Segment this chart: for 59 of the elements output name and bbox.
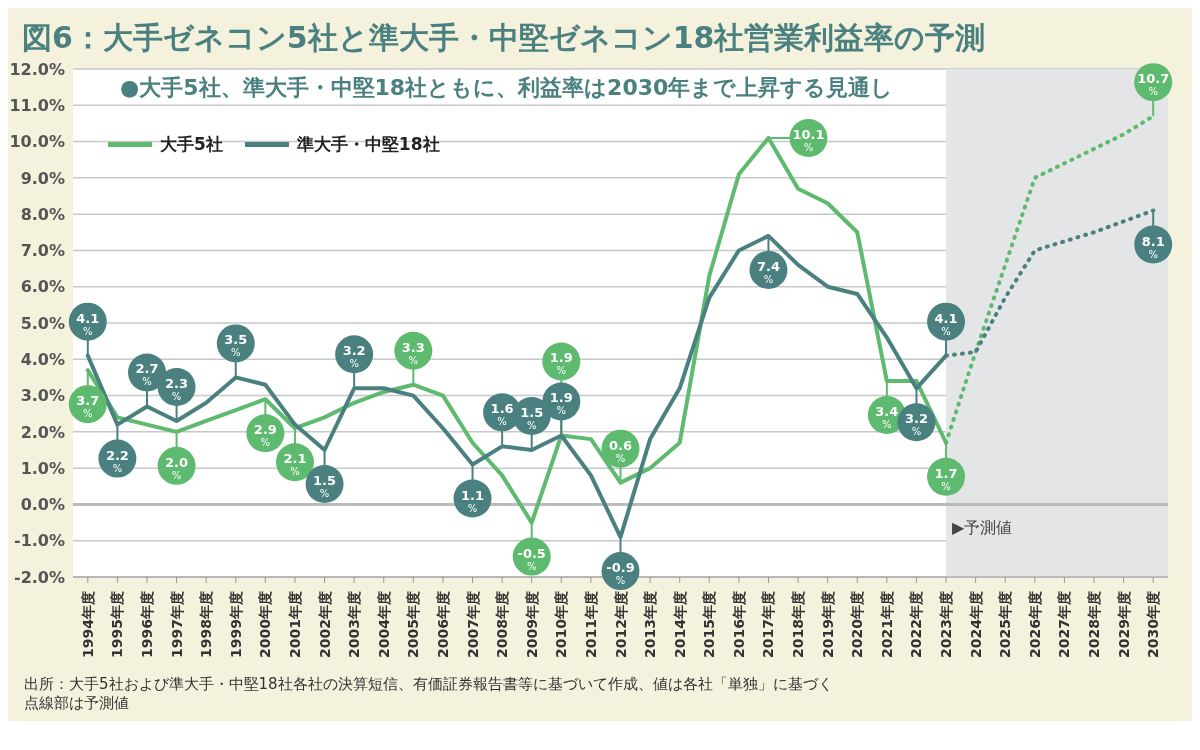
x-tick-label: 2004年度 (375, 591, 392, 658)
text: 点線部は予測値 (24, 694, 130, 713)
chart-title: 図6：大手ゼネコン5社と準大手・中堅ゼネコン18社営業利益率の予測 (22, 20, 986, 55)
x-tick-label: 2026年度 (1026, 591, 1043, 658)
y-tick-label: 10.0% (9, 132, 65, 152)
y-tick-label: 4.0% (20, 349, 65, 369)
x-tick-label: 2005年度 (405, 591, 422, 658)
y-tick-label: 9.0% (20, 168, 65, 188)
legend-label: 準大手・中堅18社 (296, 133, 440, 156)
x-tick-label: 2017年度 (760, 591, 777, 658)
x-tick-label: 1999年度 (227, 591, 244, 658)
x-tick-label: 2010年度 (553, 591, 570, 658)
x-tick-label: 1995年度 (109, 591, 126, 658)
y-tick-label: 11.0% (9, 95, 65, 115)
x-tick-label: 2020年度 (849, 591, 866, 658)
x-tick-label: 2019年度 (819, 591, 836, 658)
y-tick-label: 2.0% (20, 422, 65, 442)
x-tick-label: 2030年度 (1145, 591, 1162, 658)
y-tick-label: 6.0% (20, 277, 65, 297)
x-tick-label: 2023年度 (938, 591, 955, 658)
x-tick-label: 1998年度 (198, 591, 215, 658)
x-tick-label: 2029年度 (1115, 591, 1132, 658)
x-tick-label: 2025年度 (997, 591, 1014, 658)
x-tick-label: 2006年度 (434, 591, 451, 658)
x-tick-label: 1996年度 (138, 591, 155, 658)
x-tick-label: 2003年度 (346, 591, 363, 658)
x-tick-label: 2009年度 (523, 591, 540, 658)
y-tick-label: 1.0% (20, 458, 65, 478)
x-tick-label: 2002年度 (316, 591, 333, 658)
x-tick-label: 2015年度 (701, 591, 718, 658)
y-tick-label: 8.0% (20, 204, 65, 224)
x-tick-label: 1997年度 (168, 591, 185, 658)
y-tick-label: 5.0% (20, 313, 65, 333)
x-tick-label: 2021年度 (878, 591, 895, 658)
legend-label: 大手5社 (160, 133, 223, 156)
band-label: ▶予測値 (952, 518, 1013, 537)
x-tick-label: 2018年度 (790, 591, 807, 658)
x-tick-label: 2022年度 (908, 591, 925, 658)
y-tick-label: 12.0% (9, 59, 65, 79)
y-tick-label: -2.0% (13, 567, 65, 587)
x-tick-label: 2007年度 (464, 591, 481, 658)
x-tick-label: 2028年度 (1086, 591, 1103, 658)
y-tick-label: 3.0% (20, 386, 65, 406)
x-tick-label: 2011年度 (582, 591, 599, 658)
x-tick-label: 2016年度 (730, 591, 747, 658)
x-tick-label: 2013年度 (642, 591, 659, 658)
x-tick-label: 2012年度 (612, 591, 629, 658)
x-tick-label: 2001年度 (286, 591, 303, 658)
x-tick-label: 1994年度 (79, 591, 96, 658)
y-tick-label: 0.0% (20, 495, 65, 515)
y-tick-label: 7.0% (20, 241, 65, 261)
x-tick-label: 2000年度 (257, 591, 274, 658)
text: 出所：大手5社および準大手・中堅18社各社の決算短信、有価証券報告書等に基づいて作成、値は各社「単独」に基づく (24, 675, 834, 694)
chart-subtitle: ●大手5社、準大手・中堅18社ともに、利益率は2030年まで上昇する見通し (120, 73, 894, 103)
x-tick-label: 2027年度 (1056, 591, 1073, 658)
y-tick-label: -1.0% (13, 531, 65, 551)
x-tick-label: 2014年度 (671, 591, 688, 658)
x-tick-label: 2024年度 (967, 591, 984, 658)
x-tick-label: 2008年度 (494, 591, 511, 658)
